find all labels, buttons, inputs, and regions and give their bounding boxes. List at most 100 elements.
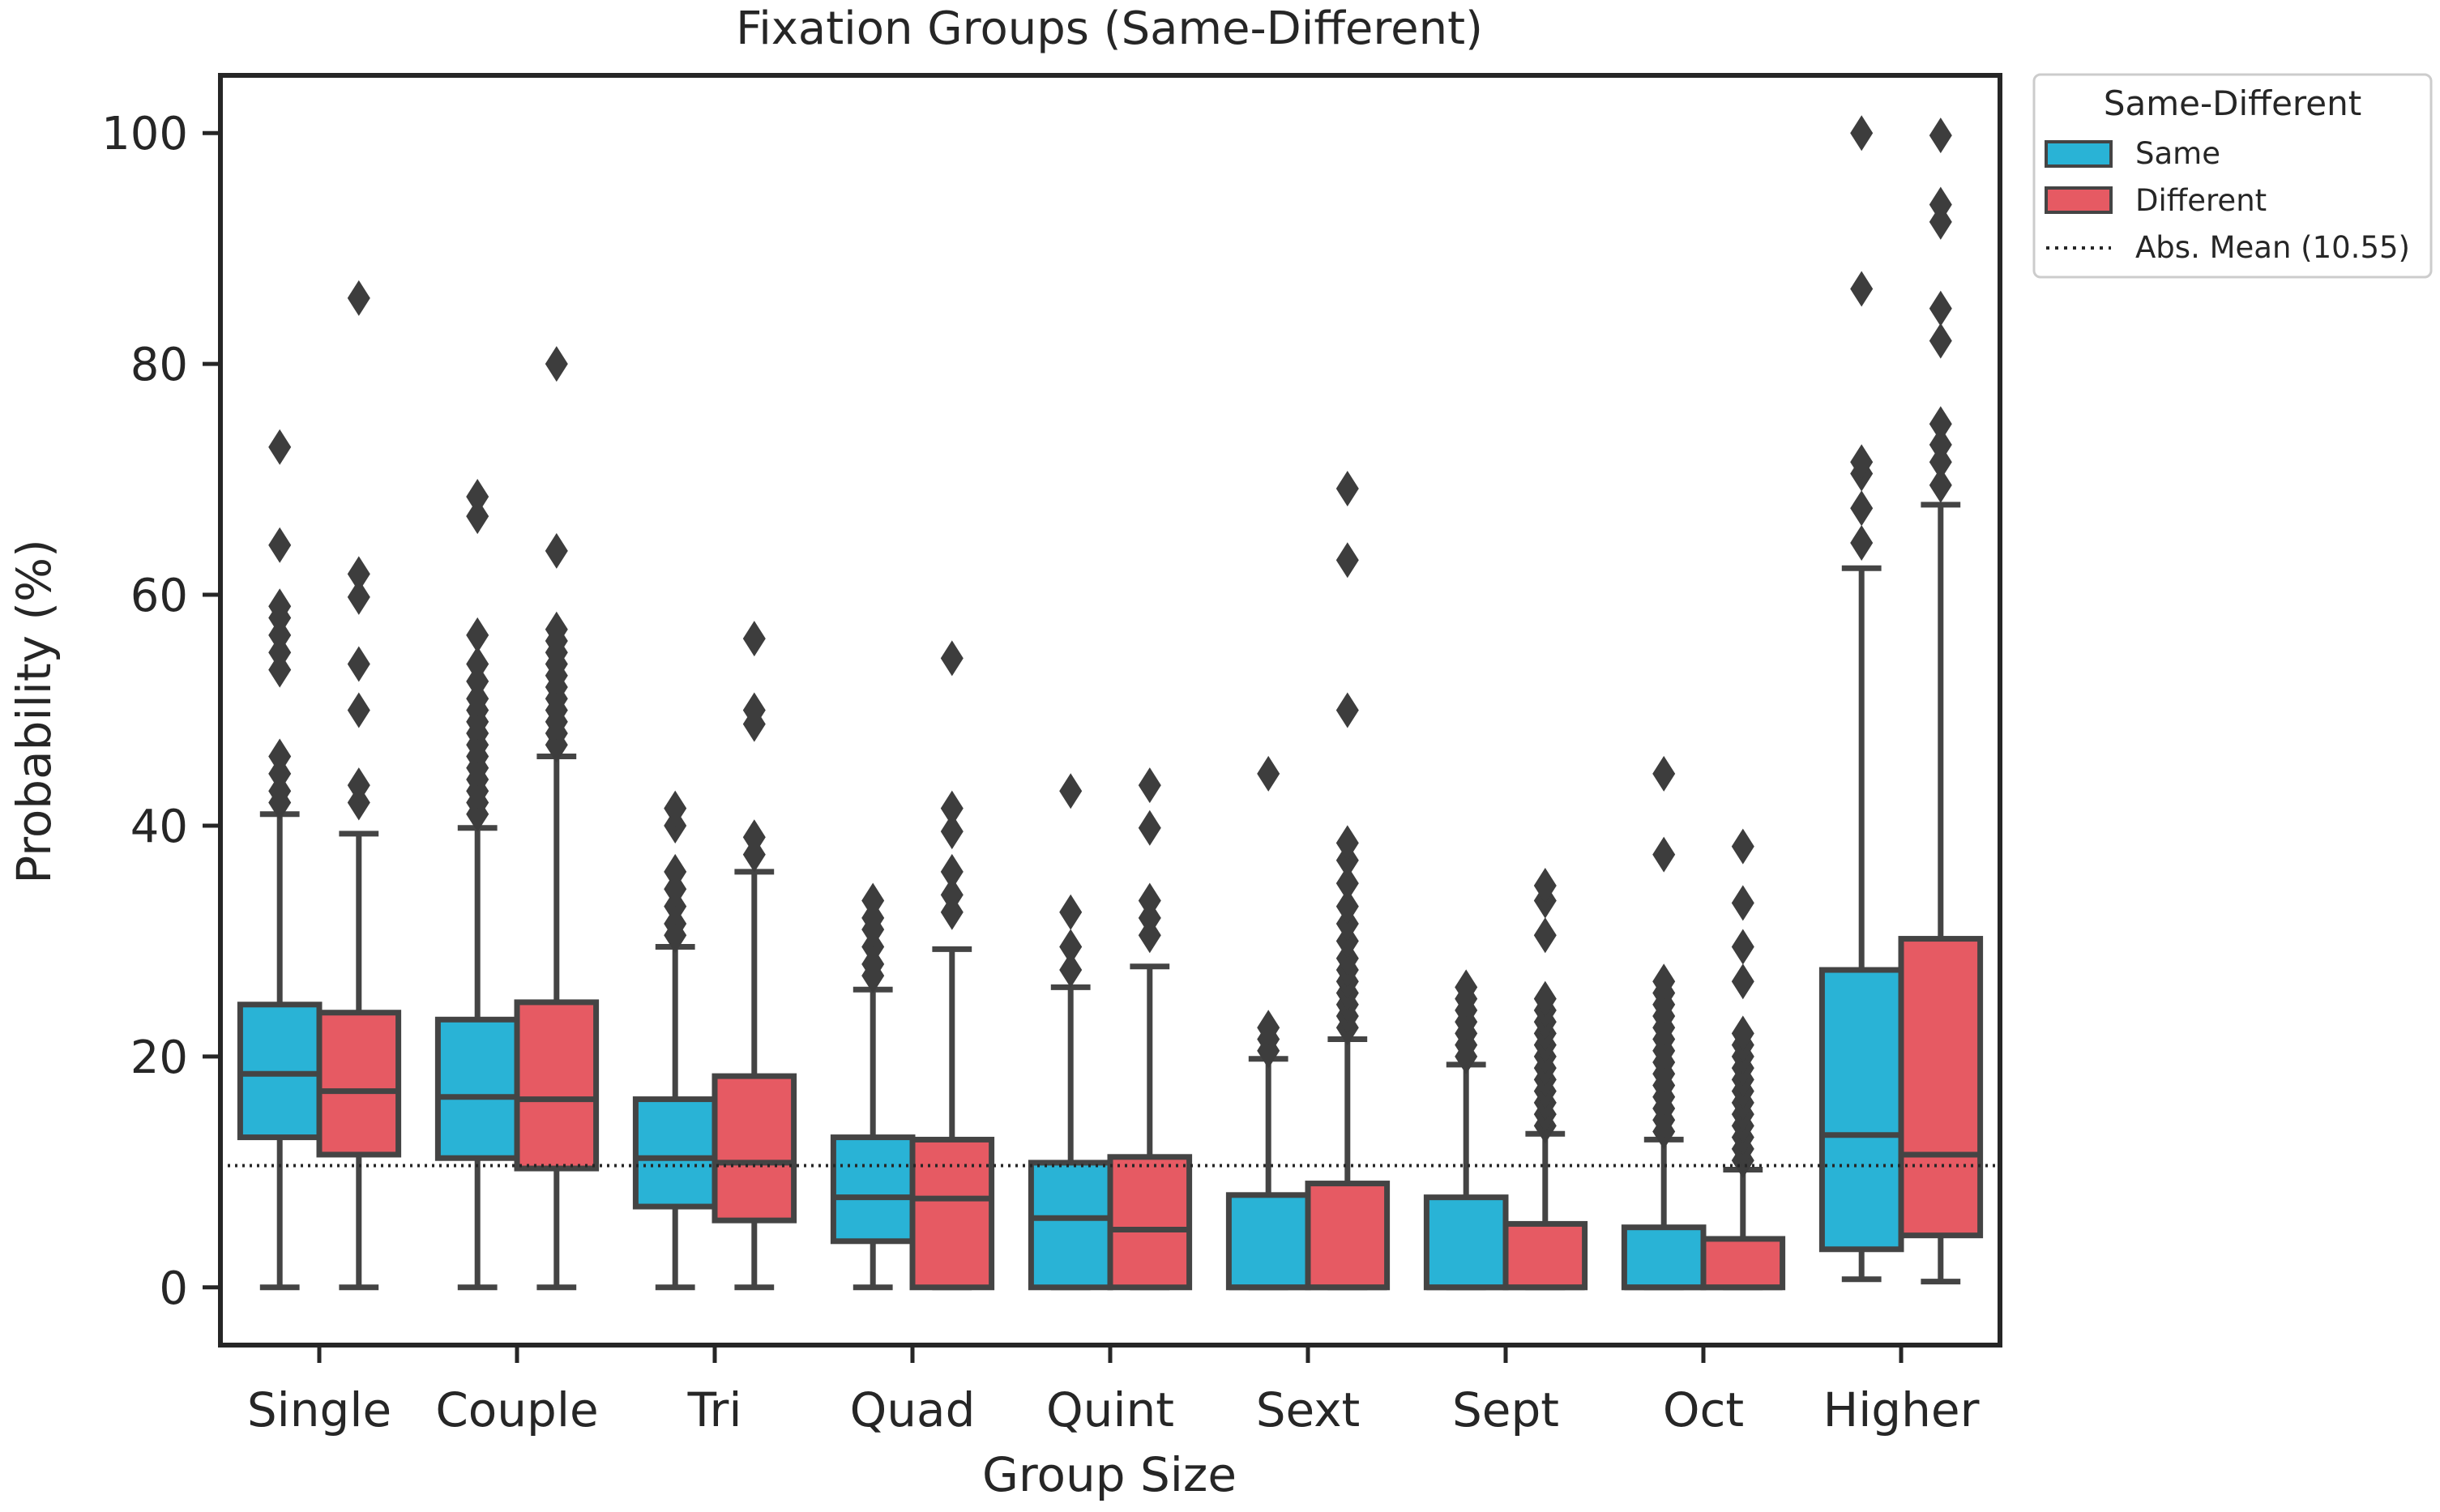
outlier-point [1335,865,1359,902]
outlier-point [1929,322,1952,359]
box-different-sext [1305,470,1391,1291]
outlier-point [1731,828,1754,865]
box-iqr [1502,1220,1588,1291]
outlier-point [940,640,964,677]
outlier-point [940,877,964,913]
outlier-point [1138,882,1161,919]
outlier-point [1850,271,1874,307]
box-iqr [830,1134,916,1245]
outlier-point [1455,969,1478,1006]
outlier-point [466,617,489,653]
outlier-point [268,588,292,625]
box-iqr [1107,1154,1193,1291]
x-tick-label: Sept [1452,1382,1559,1437]
y-tick-label: 0 [159,1262,188,1315]
box-same-oct [1621,755,1707,1291]
outlier-point [1335,692,1359,728]
outlier-point [1850,115,1874,152]
box-same-quint [1028,773,1113,1291]
outlier-point [545,611,568,647]
outlier-point [1731,963,1754,1000]
box-iqr [1028,1160,1113,1291]
outlier-point [1929,186,1952,223]
outlier-point [1929,467,1952,503]
box-different-oct [1700,828,1786,1291]
outlier-point [742,621,766,657]
box-same-couple [434,478,520,1291]
outlier-point [1335,470,1359,506]
outlier-point [466,646,489,682]
outlier-point [1652,755,1676,792]
legend-swatch-same [2045,140,2113,168]
box-different-tri [711,621,797,1291]
outlier-point [1850,524,1874,561]
outlier-point [347,579,370,615]
box-same-single [237,429,323,1291]
y-tick-label: 80 [130,339,188,391]
x-tick-label: Quad [850,1382,976,1437]
outlier-point [940,814,964,850]
legend-label-different: Different [2135,183,2267,218]
outlier-point [1731,885,1754,921]
outlier-point [1257,1010,1280,1046]
outlier-point [1533,917,1557,954]
outlier-point [742,819,766,856]
box-iqr [1423,1194,1509,1291]
legend-label-reference: Abs. Mean (10.55) [2135,230,2410,265]
box-different-higher [1898,117,1984,1285]
box-iqr [1225,1192,1311,1291]
legend-swatch-different [2045,186,2113,214]
outlier-point [1335,888,1359,925]
outlier-point [1652,836,1676,873]
x-tick-label: Tri [687,1382,742,1437]
outlier-point [1335,542,1359,579]
box-same-tri [632,790,718,1291]
outlier-point [1850,444,1874,481]
outlier-point [545,346,568,382]
outlier-point [1929,117,1952,154]
outlier-point [1335,825,1359,861]
x-tick-label: Higher [1823,1382,1980,1437]
outlier-point [545,532,568,569]
box-different-quad [909,640,995,1291]
box-iqr [316,1010,402,1158]
box-different-couple [514,346,600,1291]
y-tick-label: 100 [101,108,188,160]
outlier-point [1929,406,1952,442]
box-iqr [237,1002,323,1141]
box-iqr [514,999,600,1172]
outlier-point [940,790,964,826]
outlier-point [1138,767,1161,804]
outlier-point [347,692,370,728]
outlier-point [1929,290,1952,327]
box-iqr [1898,936,1984,1239]
legend-label-same: Same [2135,136,2220,171]
outlier-point [466,478,489,515]
outlier-point [1929,426,1952,463]
outlier-point [1059,952,1083,989]
outlier-point [1533,980,1557,1017]
outlier-point [861,882,885,919]
x-tick-label: Quint [1046,1382,1174,1437]
outlier-point [1731,929,1754,965]
y-axis-label: Probability (%) [6,539,62,883]
box-iqr [1305,1181,1391,1291]
outlier-point [1257,755,1280,792]
outlier-point [940,853,964,890]
box-different-quint [1107,767,1193,1291]
box-iqr [1818,967,1904,1253]
x-tick-label: Sext [1256,1382,1361,1437]
box-same-sext [1225,755,1311,1291]
y-tick-label: 20 [130,1031,188,1084]
x-axis-label: Group Size [982,1447,1237,1502]
box-different-sept [1502,868,1588,1291]
box-iqr [909,1136,995,1291]
x-tick-label: Single [247,1382,391,1437]
outlier-point [1652,963,1676,1000]
box-iqr [1621,1224,1707,1291]
outlier-point [664,853,687,890]
y-tick-label: 60 [130,570,188,622]
chart-title: Fixation Groups (Same-Different) [736,2,1483,55]
box-different-single [316,280,402,1291]
